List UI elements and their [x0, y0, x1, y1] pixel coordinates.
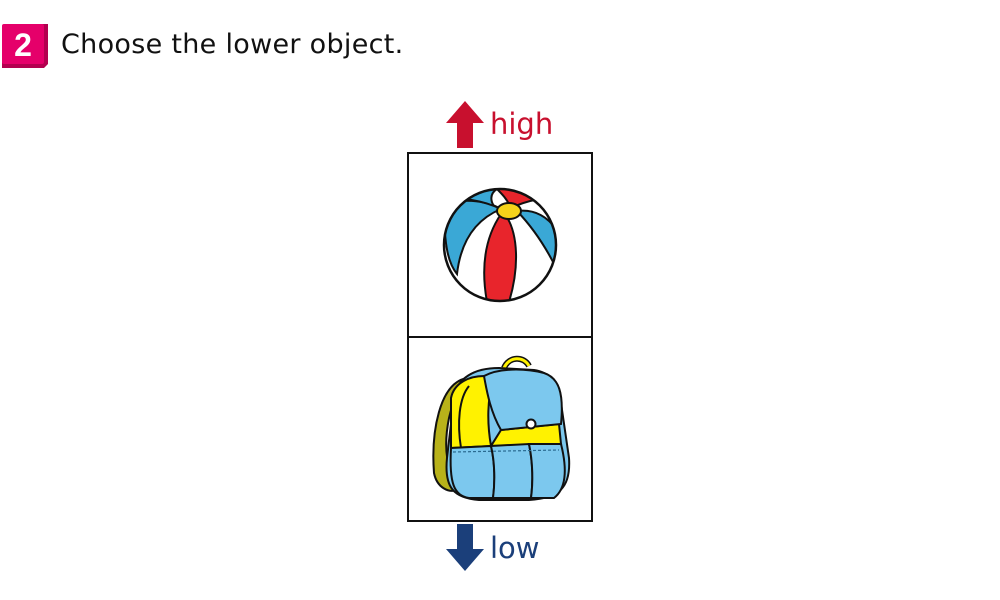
question-text: Choose the lower object.	[61, 29, 404, 60]
option-backpack[interactable]	[407, 336, 593, 522]
beach-ball-icon	[442, 187, 558, 303]
up-arrow-icon	[446, 101, 484, 148]
option-beach-ball[interactable]	[407, 152, 593, 338]
high-label: high	[490, 107, 554, 141]
down-arrow-icon	[446, 524, 484, 571]
question-number: 2	[14, 27, 32, 63]
options-stack	[407, 152, 593, 522]
backpack-icon	[432, 355, 571, 501]
question-number-badge: 2	[2, 24, 48, 68]
low-label: low	[490, 531, 540, 565]
